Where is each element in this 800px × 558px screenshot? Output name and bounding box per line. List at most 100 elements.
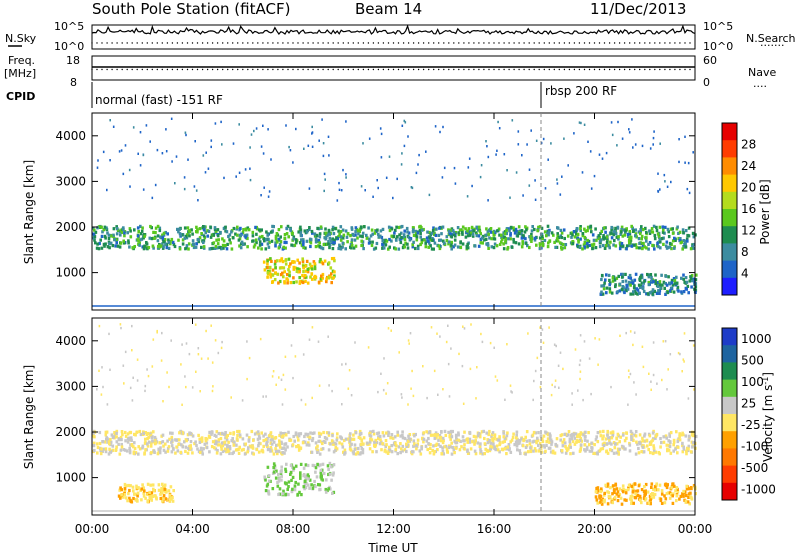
data-cell bbox=[623, 290, 626, 295]
data-cell bbox=[533, 447, 537, 451]
noise-cell bbox=[679, 352, 681, 356]
data-cell bbox=[274, 447, 277, 451]
data-cell bbox=[283, 236, 286, 240]
data-cell bbox=[169, 240, 172, 244]
data-cell bbox=[295, 280, 298, 284]
data-cell bbox=[135, 430, 139, 434]
data-cell bbox=[147, 440, 151, 444]
data-cell bbox=[625, 244, 629, 248]
data-cell bbox=[251, 446, 255, 450]
data-cell bbox=[440, 430, 443, 434]
nave-dot bbox=[106, 68, 108, 71]
data-cell bbox=[605, 442, 609, 446]
data-cell bbox=[190, 228, 193, 232]
data-cell bbox=[252, 245, 256, 249]
data-cell bbox=[271, 229, 274, 233]
data-cell bbox=[156, 234, 160, 238]
data-cell bbox=[671, 482, 675, 486]
data-cell bbox=[406, 246, 410, 250]
data-cell bbox=[161, 496, 165, 500]
data-cell bbox=[690, 487, 693, 491]
noise-cell bbox=[156, 148, 159, 152]
data-cell bbox=[579, 227, 582, 231]
data-cell bbox=[127, 239, 130, 243]
data-cell bbox=[489, 441, 493, 445]
data-cell bbox=[668, 241, 672, 246]
noise-cell bbox=[383, 357, 385, 360]
data-cell bbox=[92, 236, 95, 240]
noise-search-dot bbox=[247, 42, 249, 44]
data-cell bbox=[471, 234, 475, 238]
data-cell bbox=[333, 259, 336, 263]
noise-cell bbox=[249, 146, 251, 149]
data-cell bbox=[630, 501, 633, 505]
data-cell bbox=[651, 292, 654, 296]
data-cell bbox=[678, 438, 682, 442]
data-cell bbox=[420, 447, 423, 451]
noise-cell bbox=[469, 367, 472, 371]
nave-dot bbox=[448, 68, 450, 71]
data-cell bbox=[285, 232, 289, 236]
noise-cell bbox=[324, 178, 326, 181]
data-cell bbox=[455, 436, 458, 440]
noise-cell bbox=[578, 121, 581, 124]
data-cell bbox=[694, 278, 698, 282]
noise-cell bbox=[195, 370, 197, 373]
data-cell bbox=[649, 498, 652, 502]
data-cell bbox=[450, 243, 453, 247]
noise-cell bbox=[445, 340, 448, 344]
data-cell bbox=[264, 247, 268, 251]
data-cell bbox=[381, 242, 384, 246]
data-cell bbox=[324, 231, 328, 235]
data-cell bbox=[457, 431, 460, 435]
data-cell bbox=[399, 240, 403, 245]
noise-search-dot bbox=[186, 42, 189, 44]
data-cell bbox=[610, 225, 613, 230]
data-cell bbox=[152, 246, 155, 250]
data-cell bbox=[350, 246, 353, 250]
noise-cell bbox=[573, 132, 575, 135]
noise-cell bbox=[530, 129, 532, 132]
data-cell bbox=[651, 288, 655, 292]
data-cell bbox=[330, 272, 333, 276]
noise-cell bbox=[407, 403, 409, 406]
data-cell bbox=[460, 445, 463, 449]
colorbar-segment bbox=[722, 157, 737, 176]
data-cell bbox=[135, 498, 138, 502]
data-cell bbox=[153, 435, 157, 440]
data-cell bbox=[320, 274, 323, 278]
data-cell bbox=[504, 237, 508, 241]
data-cell bbox=[291, 260, 294, 264]
data-cell bbox=[490, 432, 494, 437]
data-cell bbox=[500, 240, 503, 244]
nave-dot bbox=[252, 68, 254, 71]
data-cell bbox=[274, 476, 278, 480]
data-cell bbox=[642, 281, 645, 285]
noise-cell bbox=[241, 399, 244, 402]
data-cell bbox=[550, 231, 554, 235]
data-cell bbox=[294, 266, 297, 270]
noise-search-dot bbox=[91, 42, 93, 44]
data-cell bbox=[200, 439, 204, 443]
data-cell bbox=[690, 285, 693, 289]
data-cell bbox=[189, 444, 192, 448]
data-cell bbox=[540, 226, 544, 230]
data-cell bbox=[605, 449, 608, 453]
data-cell bbox=[128, 496, 131, 500]
noise-cell bbox=[147, 374, 150, 378]
data-cell bbox=[327, 467, 330, 471]
nave-dot bbox=[488, 68, 490, 71]
data-cell bbox=[653, 247, 656, 251]
data-cell bbox=[185, 233, 189, 237]
data-cell bbox=[299, 473, 302, 477]
data-cell bbox=[491, 437, 494, 441]
data-cell bbox=[658, 225, 662, 229]
data-cell bbox=[370, 438, 374, 442]
data-cell bbox=[617, 452, 620, 456]
data-cell bbox=[241, 242, 245, 246]
data-cell bbox=[287, 493, 290, 497]
data-cell bbox=[280, 225, 283, 229]
noise-search-dot bbox=[161, 42, 163, 44]
data-cell bbox=[262, 444, 265, 448]
